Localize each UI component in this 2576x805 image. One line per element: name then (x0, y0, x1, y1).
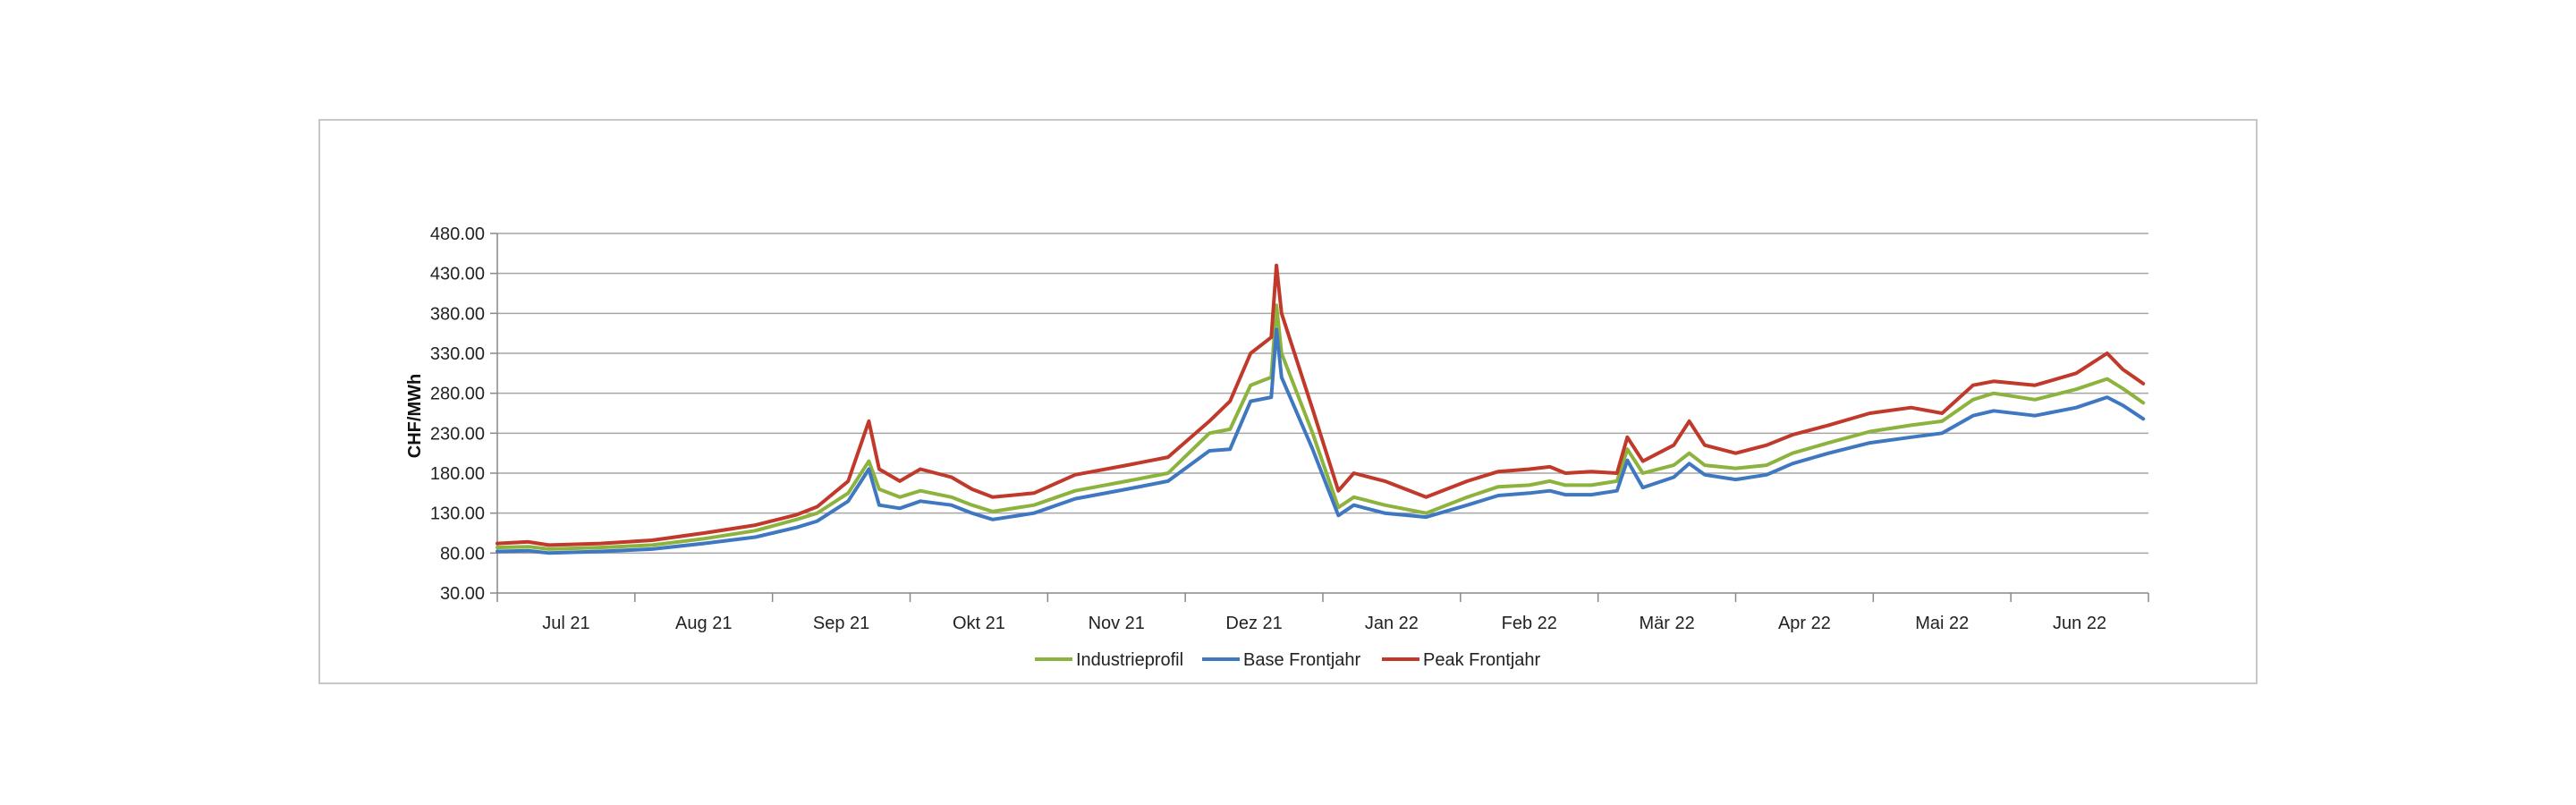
x-tick-label: Mai 22 (1915, 614, 1969, 633)
x-axis-ticks: Jul 21 Aug 21 Sep 21 Okt 21 Nov 21 Dez 21 Jan … (496, 593, 2149, 633)
x-tick-label: Mär 22 (1639, 614, 1694, 633)
legend-label: Peak Frontjahr (1423, 650, 1541, 670)
x-tick-label: Jun 22 (2053, 614, 2106, 633)
x-tick-label: Jul 21 (542, 614, 589, 633)
legend: Industrieprofil Base Frontjahr Peak Frontj… (1035, 650, 1541, 670)
series-line-1 (496, 327, 2146, 555)
x-tick-label: Aug 21 (675, 614, 732, 633)
y-tick-label: 430.00 (430, 265, 485, 284)
x-tick-label: Apr 22 (1778, 614, 1831, 633)
x-tick-label: Nov 21 (1089, 614, 1145, 633)
x-tick-label: Sep 21 (813, 614, 869, 633)
x-tick-label: Feb 22 (1502, 614, 1557, 633)
chart-frame (318, 119, 2258, 684)
series-line-0 (496, 303, 2146, 551)
legend-label: Industrieprofil (1076, 650, 1183, 670)
y-axis-label: CHF/MWh (405, 374, 425, 458)
y-tick-label: 280.00 (430, 385, 485, 404)
y-tick-label: 30.00 (440, 584, 485, 604)
y-tick-label: 80.00 (440, 544, 485, 564)
y-tick-label: 330.00 (430, 344, 485, 364)
y-axis-ticks: 480.00 430.00 380.00 330.00 280.00 230.00 180.… (430, 225, 497, 604)
x-tick-label: Jan 22 (1365, 614, 1419, 633)
x-tick-label: Okt 21 (953, 614, 1005, 633)
series-line-2 (496, 263, 2146, 547)
y-tick-label: 380.00 (430, 304, 485, 324)
y-tick-label: 130.00 (430, 504, 485, 524)
y-tick-label: 180.00 (430, 464, 485, 484)
gridlines (497, 233, 2148, 555)
x-tick-label: Dez 21 (1225, 614, 1282, 633)
y-tick-label: 480.00 (430, 225, 485, 244)
axes (496, 233, 2148, 594)
legend-label: Base Frontjahr (1243, 650, 1361, 670)
series-lines (496, 263, 2146, 555)
y-tick-label: 230.00 (430, 424, 485, 444)
